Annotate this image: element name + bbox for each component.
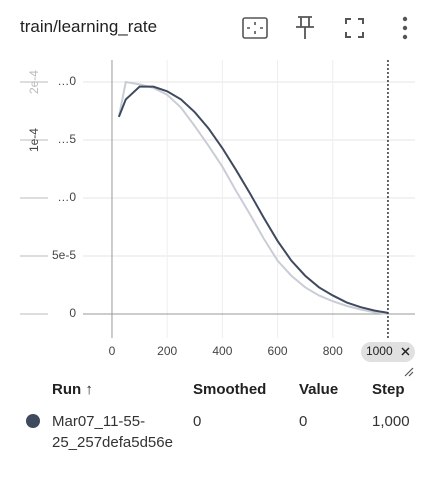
series-line <box>117 80 389 315</box>
close-icon <box>401 347 410 356</box>
pin-button[interactable] <box>296 16 314 39</box>
card-title: train/learning_rate <box>20 17 158 36</box>
hover-step-badge[interactable]: 1000 <box>360 342 415 362</box>
chart: 0 5e-5 …0 …5 …0 0 200 400 600 800 2e-4 1e-4 1000 <box>20 60 415 377</box>
badge-bg <box>360 342 415 362</box>
column-header[interactable]: Smoothed <box>193 381 267 398</box>
x-tick-label: 200 <box>157 344 177 358</box>
step: 1,000 <box>372 413 410 430</box>
fit-domain-button[interactable] <box>242 17 268 39</box>
toolbar <box>242 16 408 40</box>
run-name: Mar07_11-55-25_257defa5d56e <box>52 413 173 451</box>
value: 0 <box>299 413 308 430</box>
series-line <box>117 85 389 314</box>
x-tick-label: 800 <box>323 344 343 358</box>
x-tick-label: 0 <box>109 344 116 358</box>
y-overlay-label: 2e-4 <box>27 70 41 94</box>
column-header[interactable]: Run ↑ <box>52 381 93 398</box>
y-overlay-label: 1e-4 <box>27 128 41 152</box>
hover-step-label: 1000 <box>366 344 393 358</box>
y-tick-label: …0 <box>57 74 76 88</box>
column-header[interactable]: Step <box>372 381 405 398</box>
column-header[interactable]: Value <box>299 381 339 398</box>
y-tick-label: 5e-5 <box>52 248 76 262</box>
fullscreen-button[interactable] <box>345 18 364 38</box>
run-swatch <box>26 414 40 428</box>
run-color <box>26 414 40 428</box>
y-tick-label: …5 <box>57 132 76 146</box>
smoothed-value: 0 <box>193 413 202 430</box>
menu-button[interactable] <box>402 16 408 40</box>
y-tick-label: 0 <box>69 306 76 320</box>
resize-icon <box>404 367 414 377</box>
x-tick-label: 600 <box>268 344 288 358</box>
y-tick-label: …0 <box>57 190 76 204</box>
x-tick-label: 400 <box>212 344 232 358</box>
